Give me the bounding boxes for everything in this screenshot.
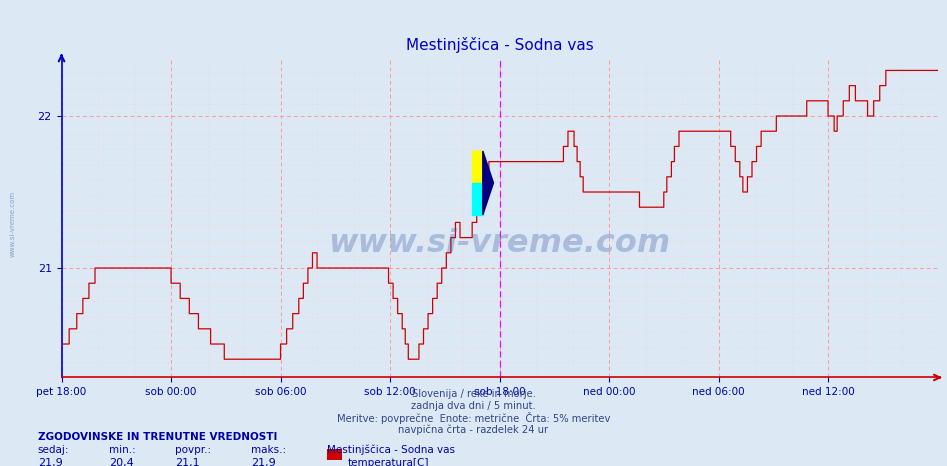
Text: 21,1: 21,1 [175,458,200,466]
Text: zadnja dva dni / 5 minut.: zadnja dva dni / 5 minut. [411,401,536,411]
Text: povpr.:: povpr.: [175,445,211,454]
Text: navpična črta - razdelek 24 ur: navpična črta - razdelek 24 ur [399,424,548,435]
Text: Meritve: povprečne  Enote: metrične  Črta: 5% meritev: Meritve: povprečne Enote: metrične Črta:… [337,412,610,425]
Text: sedaj:: sedaj: [38,445,69,454]
Text: Mestinjščica - Sodna vas: Mestinjščica - Sodna vas [327,445,455,455]
Bar [473,183,483,215]
Text: 21,9: 21,9 [251,458,276,466]
Text: www.si-vreme.com: www.si-vreme.com [329,228,670,259]
Text: maks.:: maks.: [251,445,286,454]
Text: Slovenija / reke in morje.: Slovenija / reke in morje. [412,389,535,399]
Text: temperatura[C]: temperatura[C] [348,458,429,466]
Text: 20,4: 20,4 [109,458,134,466]
Text: 21,9: 21,9 [38,458,63,466]
Title: Mestinjščica - Sodna vas: Mestinjščica - Sodna vas [405,37,594,53]
Polygon shape [483,151,493,215]
Text: www.si-vreme.com: www.si-vreme.com [9,191,15,257]
Text: min.:: min.: [109,445,135,454]
Text: ZGODOVINSKE IN TRENUTNE VREDNOSTI: ZGODOVINSKE IN TRENUTNE VREDNOSTI [38,432,277,442]
Bar [473,151,483,183]
